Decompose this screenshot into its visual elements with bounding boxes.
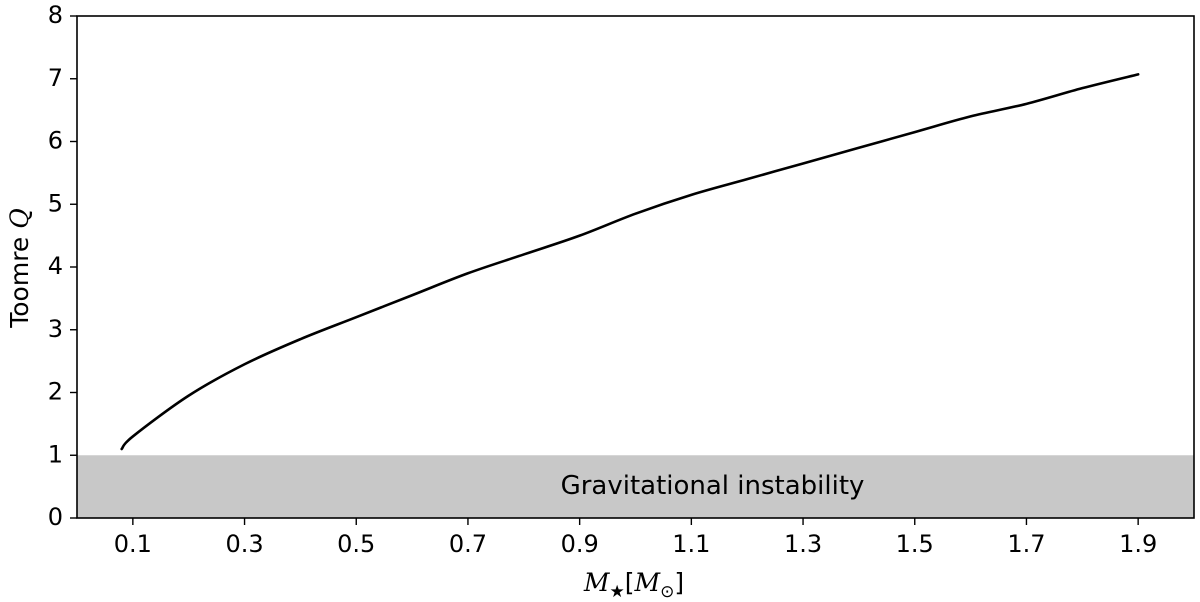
y-tick-label: 2 xyxy=(48,378,63,406)
x-tick-label: 0.7 xyxy=(449,530,487,558)
y-axis-label-symbol: Q xyxy=(5,208,34,229)
x-axis-label: M★[M⊙] xyxy=(583,568,684,602)
y-tick-label: 0 xyxy=(48,503,63,531)
y-tick-label: 1 xyxy=(48,440,63,468)
y-tick-label: 8 xyxy=(48,1,63,29)
x-tick-label: 0.5 xyxy=(337,530,375,558)
x-axis-label-unit-symbol: M xyxy=(634,568,662,597)
y-tick-label: 3 xyxy=(48,315,63,343)
x-axis-label-sub: ★ xyxy=(609,582,624,602)
instability-region xyxy=(77,455,1194,518)
x-tick-label: 0.1 xyxy=(114,530,152,558)
x-tick-label: 0.3 xyxy=(225,530,263,558)
x-tick-label: 1.5 xyxy=(896,530,934,558)
x-axis-label-unit-sub: ⊙ xyxy=(660,582,674,602)
y-tick-label: 4 xyxy=(48,252,63,280)
x-axis-label-bracket-open: [ xyxy=(625,568,635,597)
x-tick-label: 1.9 xyxy=(1119,530,1157,558)
x-tick-label: 1.3 xyxy=(784,530,822,558)
x-axis-label-bracket-close: ] xyxy=(674,568,684,597)
x-tick-label: 1.7 xyxy=(1007,530,1045,558)
y-axis-label: Toomre Q xyxy=(5,208,34,329)
instability-label: Gravitational instability xyxy=(561,471,865,501)
plot-frame xyxy=(76,15,1195,519)
x-tick-label: 0.9 xyxy=(561,530,599,558)
x-tick-label: 1.1 xyxy=(672,530,710,558)
x-axis-ticks: 0.1 0.3 0.5 0.7 0.9 1.1 1.3 1.5 1.7 1.9 xyxy=(114,518,1157,558)
y-tick-label: 6 xyxy=(48,127,63,155)
y-axis-label-text: Toomre xyxy=(5,229,34,329)
x-axis-label-symbol: M xyxy=(583,568,611,597)
y-axis-ticks: 0 1 2 3 4 5 6 7 8 xyxy=(48,1,77,531)
series-line-toomre-q xyxy=(120,73,1140,451)
y-tick-label: 5 xyxy=(48,189,63,217)
y-tick-label: 7 xyxy=(48,64,63,92)
